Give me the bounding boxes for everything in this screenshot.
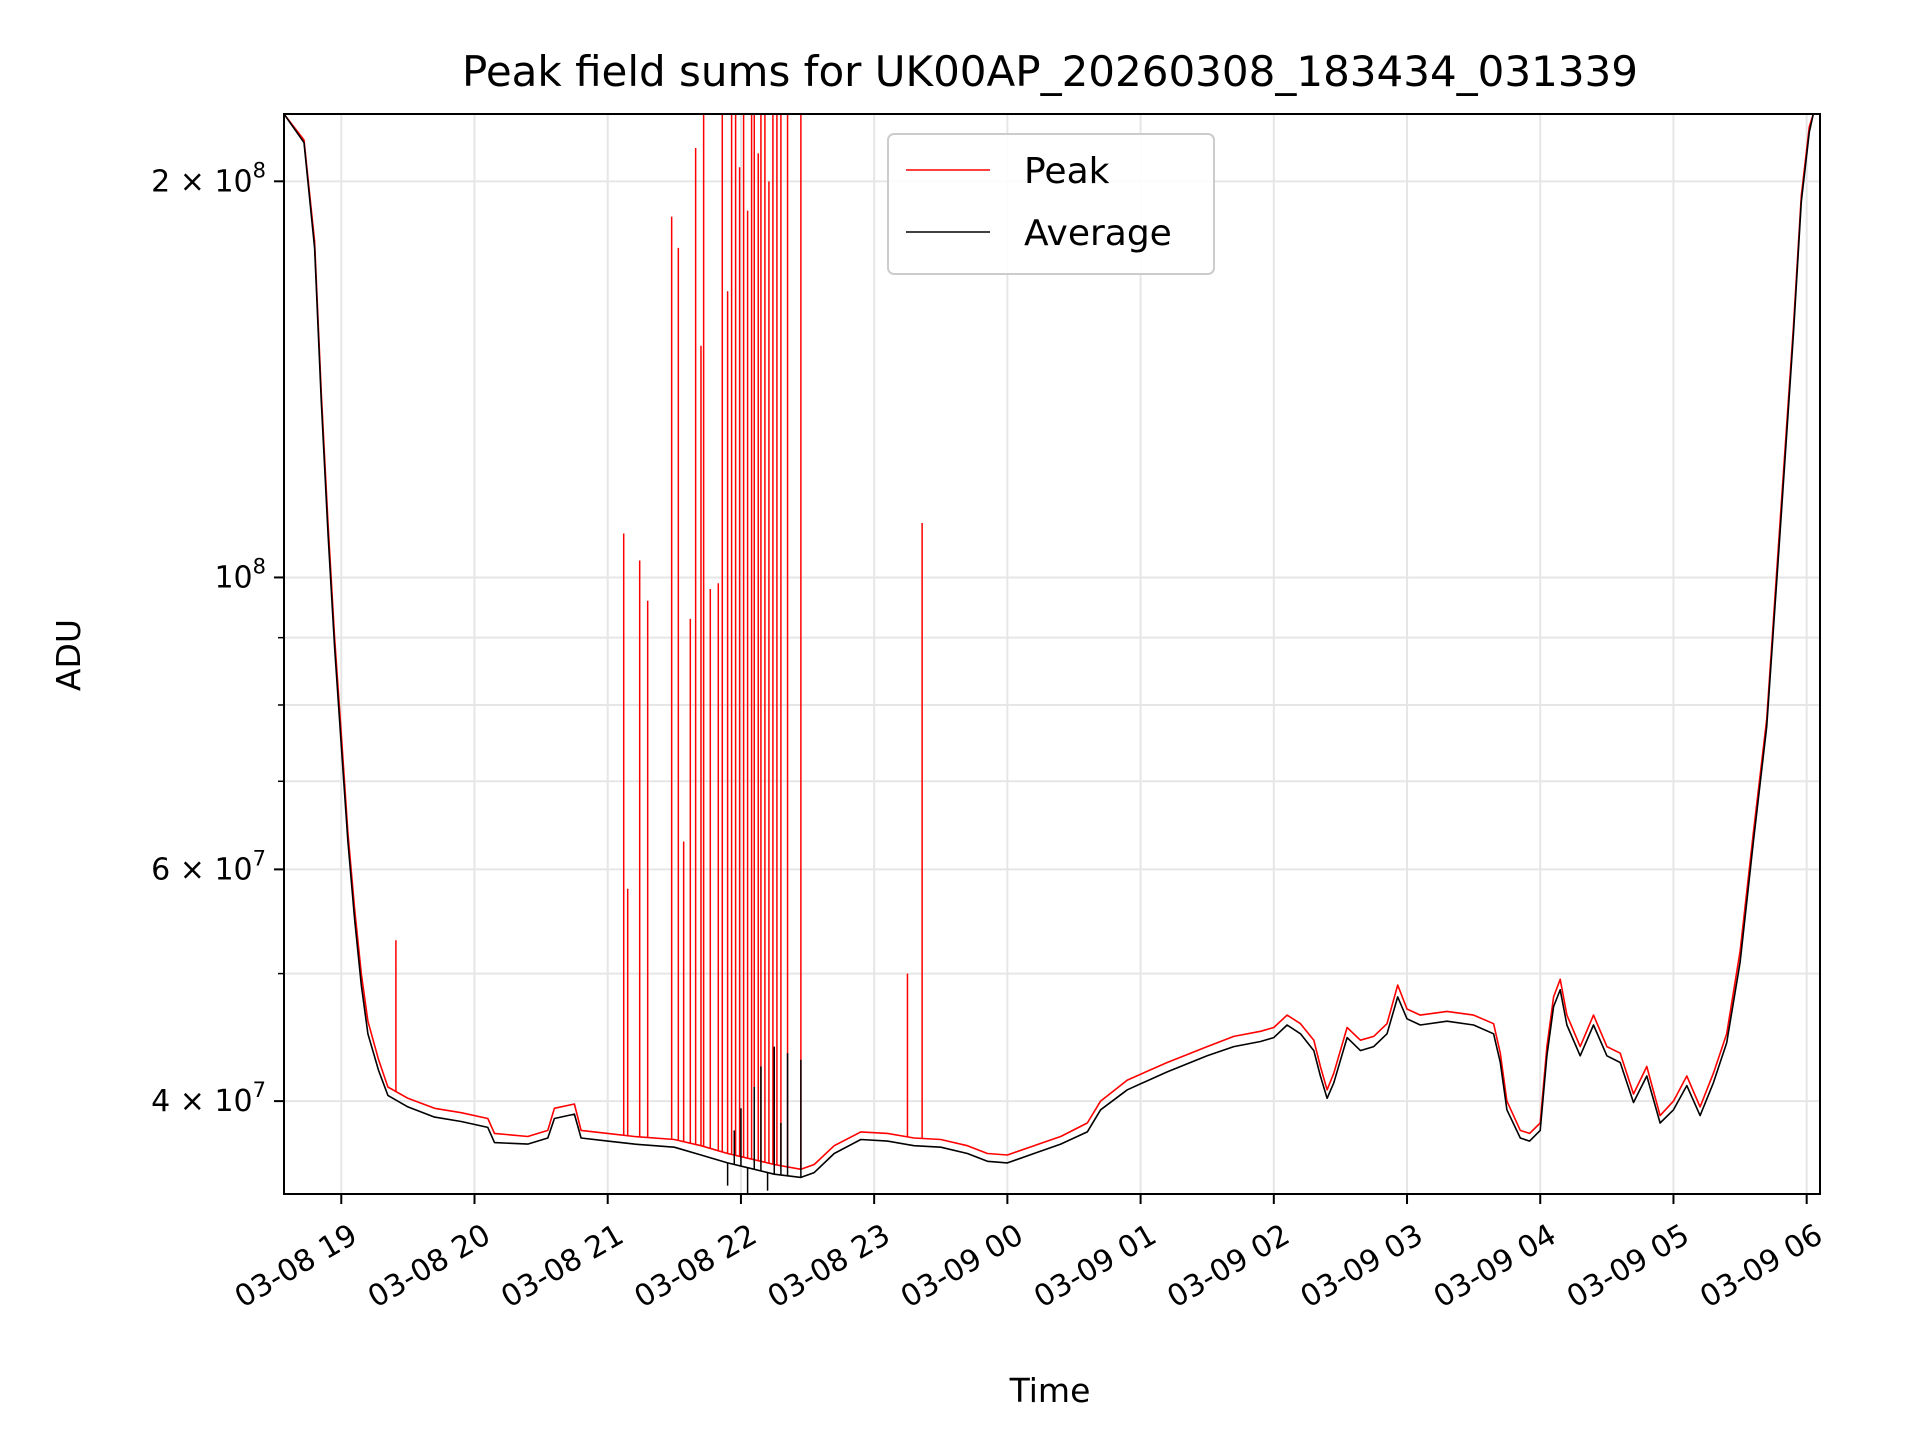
series-line-peak <box>284 114 1815 1171</box>
chart-title: Peak field sums for UK00AP_20260308_1834… <box>462 47 1638 96</box>
y-axis-label: ADU <box>49 619 88 691</box>
series-average <box>284 114 1815 1194</box>
y-tick-label: 108 <box>214 554 266 595</box>
y-tick-label: 2 × 108 <box>151 158 266 199</box>
x-axis-label: Time <box>1009 1371 1091 1410</box>
plot-frame <box>283 113 1821 1195</box>
series-line-average <box>284 114 1815 1179</box>
legend-label-average: Average <box>1024 213 1172 254</box>
legend-label-peak: Peak <box>1024 151 1110 192</box>
y-tick-label: 4 × 107 <box>151 1078 266 1119</box>
grid-layer <box>284 114 1820 1194</box>
legend-box <box>887 133 1215 275</box>
legend: Peak Average <box>887 133 1215 275</box>
series-peak <box>284 114 1815 1171</box>
y-tick-label: 6 × 107 <box>151 846 266 887</box>
series-layer <box>284 114 1815 1194</box>
